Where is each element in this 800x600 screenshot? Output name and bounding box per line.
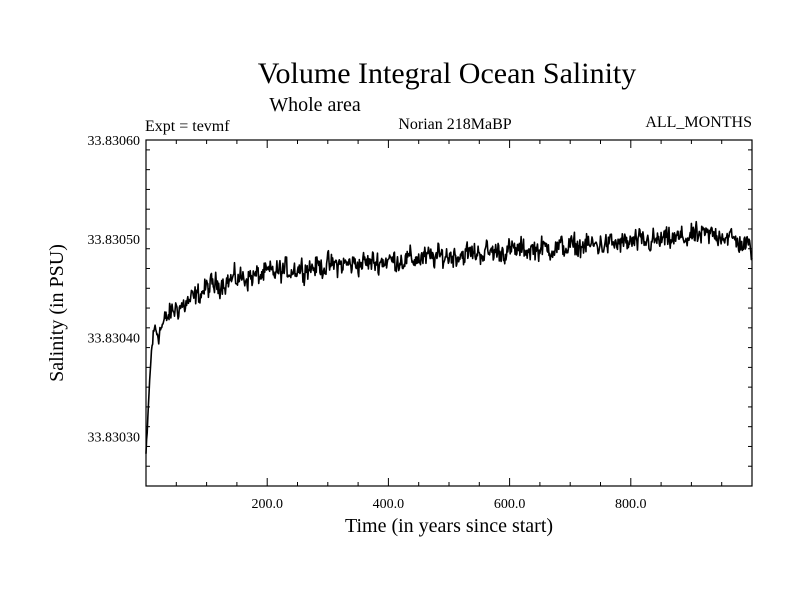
y-tick-label: 33.83030 [88, 431, 141, 446]
y-tick-label: 33.83040 [88, 332, 141, 347]
experiment-label: Expt = tevmf [145, 118, 230, 135]
plot-frame [145, 139, 753, 487]
y-tick-labels: 33.83030 33.83040 33.83050 33.83060 [88, 134, 141, 446]
axis-ticks [146, 140, 752, 486]
period-label: Norian 218MaBP [398, 116, 511, 133]
x-axis-label: Time (in years since start) [345, 515, 553, 537]
salinity-series-line [145, 220, 753, 454]
x-tick-label: 800.0 [615, 497, 647, 512]
y-axis-label: Salinity (in PSU) [46, 244, 68, 382]
months-label: ALL_MONTHS [645, 114, 752, 131]
y-tick-label: 33.83050 [88, 233, 141, 248]
chart-title: Volume Integral Ocean Salinity [258, 57, 637, 90]
x-tick-label: 200.0 [251, 497, 283, 512]
x-tick-labels: 200.0 400.0 600.0 800.0 [251, 497, 646, 512]
y-tick-label: 33.83060 [88, 134, 141, 149]
x-tick-label: 400.0 [373, 497, 405, 512]
x-tick-label: 600.0 [494, 497, 526, 512]
chart-subtitle: Whole area [269, 94, 361, 116]
